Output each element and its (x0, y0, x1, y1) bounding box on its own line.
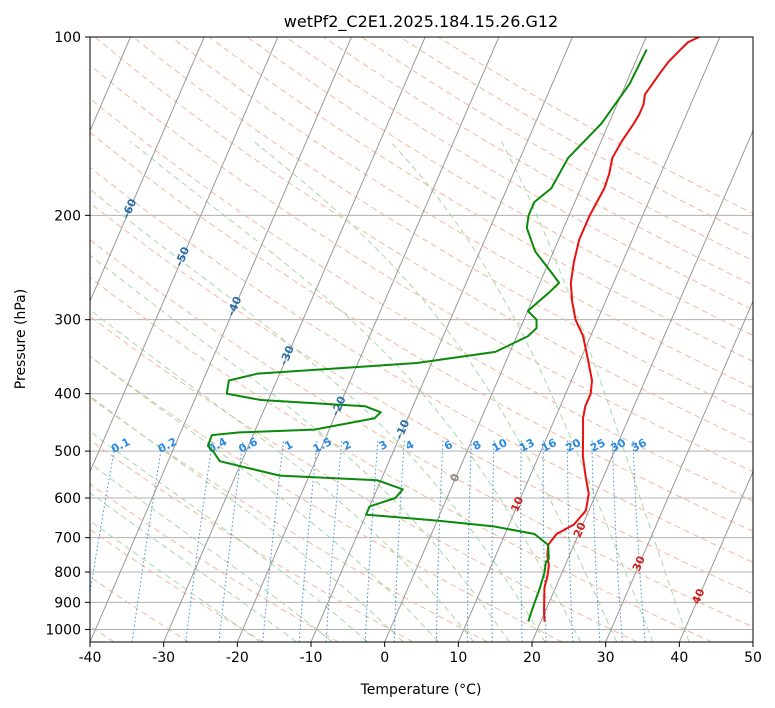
chart-title: wetPf2_C2E1.2025.184.15.26.G12 (284, 12, 558, 32)
mixing-ratio-line (467, 440, 472, 642)
dry-adiabat (132, 37, 753, 416)
mixing-ratio-line (90, 440, 117, 595)
mixing-ratio-line (520, 440, 523, 642)
isotherm (384, 37, 647, 642)
mixing-ratio-label: 25 (588, 436, 608, 455)
moist-adiabat (90, 430, 369, 642)
y-tick-label: 100 (54, 30, 81, 46)
isotherm (236, 37, 500, 642)
mixing-ratio-line (591, 440, 601, 642)
profile-series (206, 37, 700, 622)
isotherm (90, 37, 205, 303)
pressure-gridlines (90, 37, 753, 630)
x-axis-label: Temperature (°C) (360, 682, 482, 698)
dry-adiabat (90, 202, 753, 595)
mixing-ratio-label: 30 (608, 436, 628, 455)
moist-adiabat (90, 462, 333, 642)
mixing-ratio-line (542, 440, 547, 642)
isotherm (90, 37, 352, 642)
moist-adiabat (129, 140, 582, 642)
dry-adiabat (285, 37, 753, 311)
dry-adiabat (170, 37, 753, 389)
dry-adiabats (90, 37, 753, 642)
isotherm (678, 470, 753, 642)
y-tick-label: 900 (54, 595, 81, 611)
isotherm-label: 30 (630, 554, 648, 574)
isotherm (90, 37, 279, 473)
y-tick-label: 800 (54, 565, 81, 581)
y-axis-ticks: 100 200 300 400 500 600 700 800 900 1000 (45, 30, 90, 638)
mixing-ratio-line (491, 440, 495, 642)
y-tick-label: 700 (54, 531, 81, 547)
plot-frame (89, 36, 754, 643)
plot-area: -100-90-80-70-60-50-40-30-20-10010203040… (90, 37, 753, 642)
x-tick-label: 30 (597, 650, 615, 666)
isotherm (163, 37, 426, 642)
dry-adiabat (90, 355, 563, 642)
dry-adiabat (90, 528, 264, 642)
dry-adiabat (90, 483, 339, 642)
y-tick-label: 1000 (45, 622, 81, 638)
mixing-ratio-line (185, 440, 213, 642)
y-tick-label: 300 (54, 313, 81, 329)
x-axis-ticks: -40 -30 -20 -10 0 10 20 30 40 50 (79, 642, 762, 666)
y-tick-label: 500 (54, 444, 81, 460)
isotherm (605, 299, 753, 642)
mixing-ratio-line (632, 440, 646, 642)
dry-adiabat (90, 239, 753, 628)
dewpoint-profile (206, 49, 648, 622)
isotherm (531, 129, 753, 642)
mixing-ratio-label: 10 (490, 436, 510, 455)
mixing-ratio-label: 36 (629, 436, 649, 455)
dry-adiabat (90, 97, 753, 502)
mixing-ratio-line (131, 440, 164, 642)
isotherm-label: 20 (571, 520, 589, 540)
x-tick-label: -10 (300, 650, 323, 666)
y-tick-label: 600 (54, 491, 81, 507)
mixing-ratio-line (566, 440, 574, 642)
y-axis-label: Pressure (hPa) (13, 289, 29, 389)
x-tick-label: 40 (670, 650, 688, 666)
x-tick-label: -20 (226, 650, 249, 666)
moist-adiabat (90, 355, 439, 642)
moist-adiabat (389, 140, 654, 642)
mixing-ratio-line (435, 440, 444, 642)
mixing-ratio-label: 13 (517, 436, 537, 455)
mixing-ratio-label: 20 (563, 436, 583, 455)
y-tick-label: 200 (54, 208, 81, 224)
moist-adiabat (90, 309, 475, 642)
isotherm-label: 40 (689, 586, 707, 606)
x-tick-label: 10 (449, 650, 467, 666)
dry-adiabat (90, 166, 753, 563)
mixing-ratio-line (325, 440, 343, 642)
dry-adiabat (90, 276, 712, 642)
dry-adiabat (323, 37, 753, 286)
mixing-ratio-label: 16 (539, 436, 559, 455)
x-tick-label: 50 (744, 650, 762, 666)
y-tick-label: 400 (54, 387, 81, 403)
x-tick-label: -40 (79, 650, 102, 666)
x-tick-label: 20 (523, 650, 541, 666)
x-tick-label: -30 (152, 650, 175, 666)
dry-adiabat (90, 315, 638, 642)
isotherm-label: 10 (508, 494, 526, 514)
x-tick-label: 0 (380, 650, 389, 666)
mixing-ratio-line (218, 440, 244, 642)
moist-adiabat (253, 140, 618, 642)
mixing-ratio-line (262, 440, 285, 642)
moist-adiabat (90, 492, 297, 642)
mixing-ratio-line (611, 440, 623, 642)
isotherm (457, 37, 721, 642)
mixing-ratio-line (364, 440, 379, 642)
moist-adiabat (501, 141, 690, 642)
dry-adiabat (90, 131, 753, 532)
isotherm (310, 37, 573, 642)
mixing-ratio-line (298, 440, 318, 642)
skewed-isotherms (90, 37, 753, 642)
